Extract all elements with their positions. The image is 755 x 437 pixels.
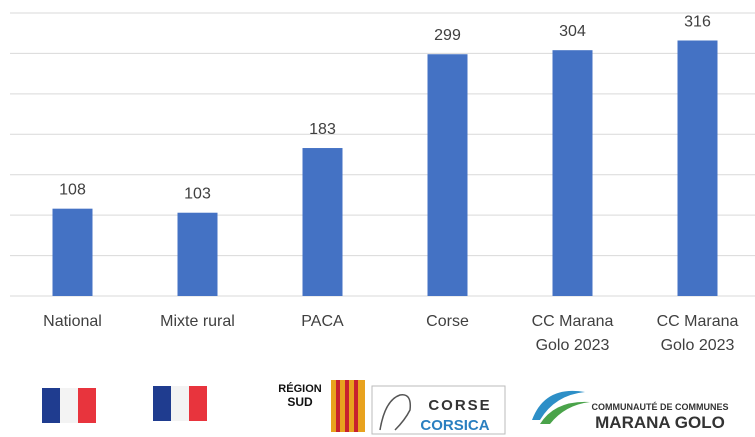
x-tick-label: PACA	[301, 313, 344, 330]
value-label: 304	[559, 23, 586, 40]
bar	[677, 40, 718, 297]
flag	[42, 388, 96, 423]
x-tick-label: CC Marana Golo 2023	[656, 313, 739, 354]
bar	[552, 50, 593, 296]
corse-logo: CORSE CORSICA	[371, 385, 506, 435]
flag	[153, 386, 207, 421]
x-tick-label: CC Marana Golo 2023	[531, 313, 614, 354]
value-label: 183	[309, 121, 336, 138]
bar	[177, 212, 218, 296]
region-sud-logo: RÉGION SUD	[278, 380, 365, 432]
logo-text: SUD	[287, 395, 313, 409]
marana-logo: COMMUNAUTÉ DE COMMUNES MARANA GOLO	[532, 390, 729, 432]
logo-text: MARANA GOLO	[595, 413, 725, 432]
value-label: 299	[434, 27, 461, 44]
bar	[302, 148, 343, 296]
logo-text: CORSE	[428, 397, 491, 414]
value-label: 108	[59, 182, 86, 199]
value-label: 103	[184, 186, 211, 203]
logo-text: RÉGION	[278, 382, 321, 395]
bar	[427, 54, 468, 296]
logo-text: COMMUNAUTÉ DE COMMUNES	[592, 402, 729, 412]
value-label: 316	[684, 13, 711, 30]
x-tick-label: Mixte rural	[160, 313, 235, 330]
logo-text: CORSICA	[420, 417, 489, 434]
x-tick-label: National	[43, 313, 102, 330]
x-tick-label: Corse	[426, 313, 469, 330]
bar	[52, 208, 93, 296]
